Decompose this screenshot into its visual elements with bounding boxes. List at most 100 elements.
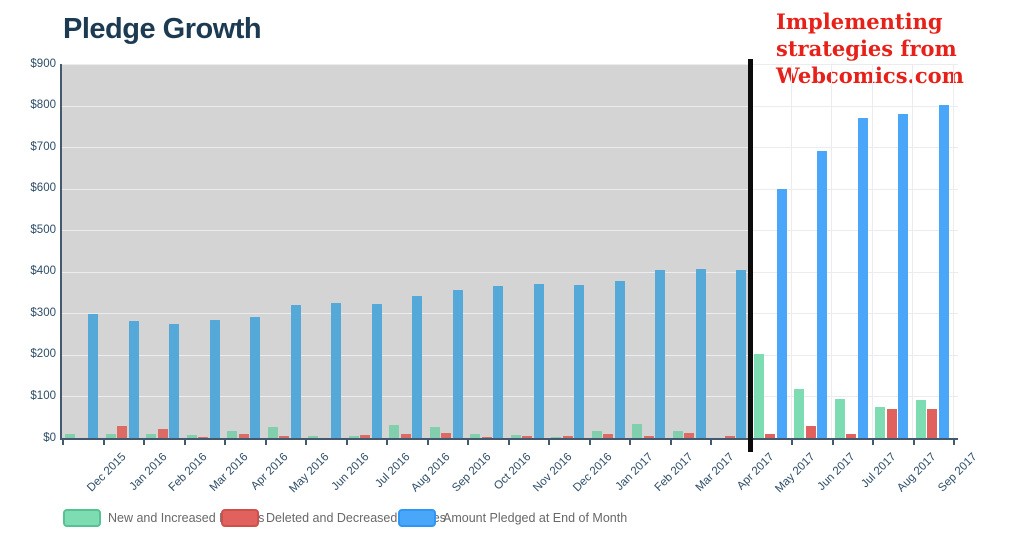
bar-amount-jul-2016[interactable]: [371, 304, 382, 439]
x-axis-tick: [224, 440, 226, 445]
bar-amount-feb-2016[interactable]: [169, 323, 179, 439]
annotation-line-1: Implementing: [776, 9, 943, 34]
bar-deleted-feb-2016[interactable]: [157, 429, 168, 439]
bar-deleted-aug-2016[interactable]: [400, 434, 411, 439]
y-axis-label-500: $500: [30, 223, 56, 236]
gridline-100: [62, 396, 958, 398]
bar-amount-apr-2016[interactable]: [250, 316, 260, 439]
y-axis-label-900: $900: [30, 57, 56, 70]
bar-new-jun-2016[interactable]: [308, 436, 318, 439]
bar-new-sep-2016[interactable]: [429, 427, 440, 439]
bar-deleted-may-2016[interactable]: [279, 436, 289, 439]
bar-deleted-sep-2016[interactable]: [441, 433, 451, 439]
bar-deleted-mar-2017[interactable]: [684, 433, 694, 439]
bar-new-oct-2016[interactable]: [470, 433, 480, 439]
bar-new-feb-2017[interactable]: [632, 423, 642, 439]
x-axis-tick: [426, 440, 429, 445]
bar-deleted-jan-2017[interactable]: [603, 434, 613, 439]
bar-deleted-dec-2016[interactable]: [562, 436, 573, 439]
x-axis-tick: [305, 440, 307, 445]
bar-amount-apr-2017[interactable]: [736, 269, 746, 439]
x-axis-tick: [669, 440, 672, 445]
bar-new-apr-2016[interactable]: [227, 430, 237, 439]
gridline-300: [62, 313, 958, 315]
bar-deleted-jan-2016[interactable]: [117, 426, 127, 439]
bar-amount-may-2016[interactable]: [290, 305, 301, 439]
bar-amount-jul-2017[interactable]: [857, 117, 868, 439]
legend-label-amount-pledged: Amount Pledged at End of Month: [443, 511, 628, 525]
legend-swatch-red: [221, 509, 259, 527]
y-axis-label-400: $400: [30, 265, 56, 278]
bar-deleted-apr-2016[interactable]: [238, 434, 249, 439]
bar-amount-nov-2016[interactable]: [533, 283, 544, 439]
bar-new-jul-2016[interactable]: [348, 436, 359, 439]
bar-new-aug-2016[interactable]: [389, 424, 399, 439]
annotation-line-2: strategies from: [776, 36, 957, 61]
bar-amount-jan-2017[interactable]: [614, 280, 625, 439]
annotation-text: Implementing strategies from Webcomics.c…: [776, 8, 1016, 89]
y-axis-line: [60, 64, 62, 440]
y-axis-label-100: $100: [30, 389, 56, 402]
y-axis-label-700: $700: [30, 140, 56, 153]
bar-deleted-feb-2017[interactable]: [643, 435, 654, 439]
bar-deleted-oct-2016[interactable]: [481, 437, 492, 439]
bar-new-jan-2017[interactable]: [591, 431, 602, 439]
legend-swatch-green: [63, 509, 101, 527]
legend-item-amount-pledged[interactable]: Amount Pledged at End of Month: [398, 509, 627, 527]
gridline-500: [62, 230, 958, 232]
bar-amount-mar-2016[interactable]: [209, 320, 220, 439]
month-gridline: [790, 64, 792, 439]
chart-title: Pledge Growth: [63, 13, 262, 45]
bar-amount-aug-2017[interactable]: [898, 113, 908, 439]
bar-amount-mar-2017[interactable]: [695, 268, 706, 439]
bar-amount-sep-2016[interactable]: [452, 289, 463, 439]
bar-amount-jun-2016[interactable]: [331, 303, 341, 439]
bar-amount-sep-2017[interactable]: [938, 104, 949, 439]
bar-new-sep-2017[interactable]: [915, 400, 926, 439]
bar-amount-dec-2016[interactable]: [574, 284, 584, 439]
bar-amount-feb-2017[interactable]: [655, 269, 665, 439]
x-axis-tick: [102, 440, 105, 445]
bar-new-may-2016[interactable]: [267, 426, 278, 439]
bar-new-aug-2017[interactable]: [875, 406, 885, 439]
gridline-800: [62, 105, 958, 107]
x-axis-tick: [588, 440, 591, 445]
bar-deleted-mar-2016[interactable]: [198, 436, 208, 439]
bar-new-mar-2017[interactable]: [672, 431, 683, 439]
bar-deleted-may-2017[interactable]: [765, 433, 775, 439]
bar-new-may-2017[interactable]: [753, 354, 764, 439]
bar-deleted-jun-2017[interactable]: [805, 426, 816, 439]
gridline-900: [62, 64, 958, 65]
bar-new-feb-2016[interactable]: [146, 433, 156, 439]
bar-new-mar-2016[interactable]: [186, 434, 197, 439]
bar-deleted-jul-2017[interactable]: [846, 434, 856, 439]
x-axis-tick: [345, 440, 348, 445]
bar-deleted-nov-2016[interactable]: [522, 436, 532, 439]
bar-amount-may-2017[interactable]: [776, 189, 787, 439]
x-axis-tick: [831, 440, 834, 445]
bar-deleted-apr-2017[interactable]: [724, 436, 735, 439]
bar-new-nov-2016[interactable]: [510, 435, 521, 439]
bar-new-jun-2017[interactable]: [794, 389, 804, 439]
x-axis-line: [62, 438, 958, 440]
x-axis-tick: [872, 440, 874, 445]
bar-deleted-sep-2017[interactable]: [927, 409, 937, 439]
x-axis-tick: [912, 440, 915, 445]
bar-amount-oct-2016[interactable]: [493, 285, 503, 439]
bar-deleted-aug-2017[interactable]: [886, 409, 897, 439]
x-axis-tick: [629, 440, 631, 445]
bar-amount-dec-2015[interactable]: [88, 313, 98, 439]
y-axis-label-200: $200: [30, 348, 56, 361]
cutoff-line: [748, 59, 753, 452]
bar-amount-jun-2017[interactable]: [817, 151, 827, 439]
bar-new-dec-2015[interactable]: [65, 433, 75, 439]
bar-deleted-jul-2016[interactable]: [360, 435, 370, 439]
bar-new-jan-2016[interactable]: [105, 433, 116, 439]
gridline-700: [62, 147, 958, 149]
x-axis-tick: [710, 440, 712, 445]
bar-new-dec-2016[interactable]: [551, 436, 561, 439]
bar-new-jul-2017[interactable]: [834, 398, 845, 439]
bar-amount-aug-2016[interactable]: [412, 295, 422, 439]
bar-amount-jan-2016[interactable]: [128, 321, 139, 439]
